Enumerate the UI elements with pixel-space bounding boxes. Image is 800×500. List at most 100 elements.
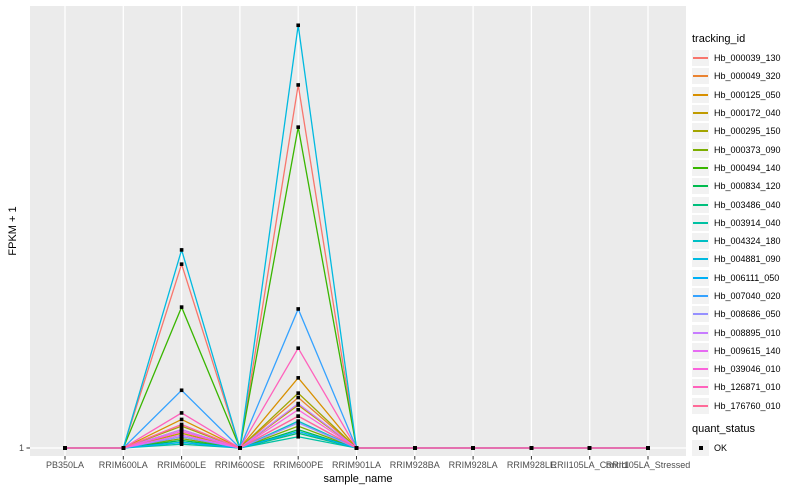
legend-entry-label: Hb_003486_040	[714, 199, 781, 210]
data-point	[296, 401, 300, 406]
x-tick-label: RRIM600LA	[98, 460, 148, 470]
legend-entry: Hb_003914_040	[692, 214, 798, 232]
legend-entry-label: OK	[714, 443, 728, 454]
x-tick-label: RRIM928BA	[389, 460, 440, 470]
legend-line-icon	[693, 331, 708, 334]
legend-entry-label: Hb_000494_140	[714, 162, 781, 173]
data-point	[296, 83, 300, 87]
x-tick-label: RRII105LA_Stressed	[605, 460, 691, 470]
legend-title-quant-status: quant_status	[692, 422, 755, 435]
legend-line-icon	[693, 130, 708, 133]
y-tick-label: 1	[18, 443, 24, 453]
legend-key	[692, 288, 709, 304]
x-tick-label: RRIM600PE	[273, 460, 324, 470]
legend-entry: Hb_126871_010	[692, 378, 798, 396]
legend-entry-label: Hb_007040_020	[714, 291, 781, 301]
legend-title-tracking-id: tracking_id	[692, 33, 746, 45]
data-point	[471, 446, 475, 450]
x-tick-label: PB350LA	[45, 460, 85, 470]
legend-line-icon	[693, 221, 708, 224]
data-point	[179, 262, 184, 266]
legend-line-icon	[693, 349, 708, 352]
x-tick-label: RRIM901LA	[331, 460, 382, 470]
data-point	[179, 442, 184, 446]
data-point	[179, 433, 184, 437]
legend-entry: Hb_000125_050	[692, 86, 798, 104]
legend-key	[692, 361, 709, 378]
legend-entry: Hb_000494_140	[692, 159, 798, 177]
legend-entry-label: Hb_009615_140	[714, 345, 781, 356]
legend-key	[692, 342, 709, 359]
legend-entry-label: Hb_000373_090	[714, 144, 781, 155]
legend-line-icon	[693, 185, 708, 188]
legend-key	[692, 269, 709, 286]
legend-entry-label: Hb_000295_150	[714, 126, 781, 137]
data-point	[179, 434, 184, 439]
data-point	[646, 446, 650, 450]
data-point	[63, 446, 67, 450]
legend-key	[692, 68, 709, 85]
quant-status-key	[692, 440, 709, 457]
legend-key	[692, 86, 709, 103]
legend-gap	[692, 415, 798, 423]
legend-entry: Hb_000834_120	[692, 177, 798, 195]
legend-entry: Hb_000049_320	[692, 67, 798, 85]
legend-line-icon	[693, 258, 708, 261]
data-point	[296, 424, 300, 428]
legend-key	[692, 178, 709, 195]
data-point	[413, 446, 417, 450]
data-point	[587, 446, 592, 450]
x-tick-label: RRIM928LA	[448, 460, 498, 470]
legend-entries: Hb_000039_130 Hb_000049_320 Hb_000125_050 H…	[692, 49, 798, 415]
data-point	[296, 23, 300, 28]
legend-entry-label: Hb_000834_120	[714, 181, 781, 192]
legend-entry: Hb_004324_180	[692, 232, 798, 250]
legend-key	[692, 233, 709, 250]
data-point	[179, 429, 184, 434]
black-square-point-icon	[698, 446, 703, 451]
data-point	[296, 407, 300, 412]
legend-entry-label: Hb_008895_010	[714, 327, 781, 338]
data-point	[296, 429, 300, 434]
data-point	[296, 307, 300, 311]
legend-line-icon	[693, 368, 708, 371]
legend-entry: Hb_009615_140	[692, 342, 798, 360]
data-point	[238, 446, 242, 450]
legend-entry-label: Hb_176760_010	[714, 400, 781, 411]
legend-entry: Hb_000295_150	[692, 122, 798, 140]
legend-key	[692, 324, 709, 341]
legend-entry-label: Hb_039046_010	[714, 364, 781, 375]
legend-line-icon	[693, 295, 708, 297]
data-point	[179, 422, 184, 427]
legend-entry-label: Hb_000049_320	[714, 71, 781, 82]
legend-line-icon	[693, 57, 708, 60]
legend-key	[692, 379, 709, 396]
legend-entry: Hb_006111_050	[692, 269, 798, 287]
legend-line-icon	[693, 75, 708, 78]
legend-line-icon	[693, 404, 708, 407]
data-point	[296, 414, 300, 418]
data-point	[179, 417, 184, 422]
data-point	[121, 446, 126, 450]
legend-entry: Hb_003486_040	[692, 195, 798, 213]
x-tick-label: RRIM928LE	[506, 460, 556, 470]
legend-entry: Hb_007040_020	[692, 287, 798, 305]
legend-entry-label: Hb_004324_180	[714, 236, 781, 247]
legend-entry-label: Hb_000125_050	[714, 89, 781, 100]
data-point	[179, 305, 184, 309]
data-point	[354, 446, 359, 450]
legend-line-icon	[693, 203, 708, 206]
legend-entry: Hb_000373_090	[692, 140, 798, 158]
legend-entry-label: Hb_003914_040	[714, 217, 781, 228]
legend-entry: Hb_008686_050	[692, 305, 798, 323]
legend-key	[692, 306, 709, 323]
legend-key	[692, 251, 709, 268]
data-point	[179, 440, 184, 445]
data-point	[296, 420, 300, 425]
legend-key	[692, 214, 709, 231]
data-point	[529, 446, 534, 450]
legend-line-icon	[693, 148, 708, 151]
x-axis-title: sample_name	[323, 473, 393, 485]
data-point	[179, 436, 184, 441]
